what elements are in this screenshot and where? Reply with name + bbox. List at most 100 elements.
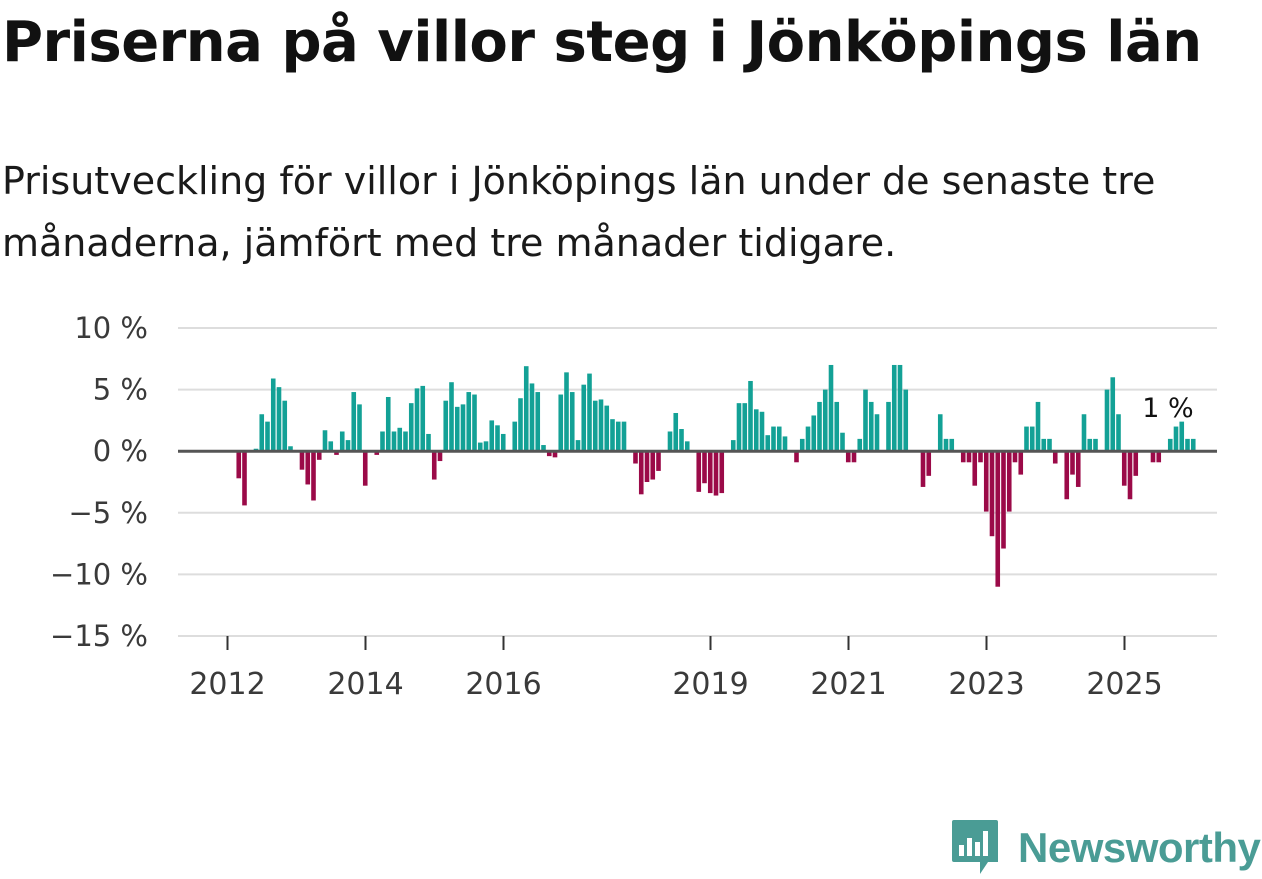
bar (242, 451, 247, 506)
y-axis: 10 % 5 % 0 % −5 % −10 % −15 % (50, 311, 148, 653)
bar (535, 392, 541, 452)
bar (1150, 451, 1156, 463)
bar (414, 388, 420, 452)
bar (937, 414, 943, 452)
bar (1156, 451, 1162, 463)
bar (426, 433, 431, 452)
bar (316, 451, 322, 460)
bar (868, 401, 874, 452)
x-tick-label: 2014 (327, 667, 403, 702)
bar (1185, 438, 1190, 452)
bar (587, 373, 592, 452)
bar (357, 404, 362, 452)
bar (345, 440, 351, 452)
bar (759, 411, 765, 452)
bar (972, 451, 978, 486)
bar (1081, 414, 1087, 452)
bar (702, 451, 707, 484)
bar (265, 421, 270, 452)
bar (897, 364, 903, 452)
bar (834, 401, 840, 452)
bar (615, 421, 621, 452)
bar (966, 451, 972, 463)
bar (656, 451, 661, 471)
bar (736, 403, 742, 452)
bar (926, 451, 932, 476)
bar (799, 438, 805, 452)
bar (673, 413, 679, 452)
bar (1087, 438, 1093, 452)
bar (581, 384, 587, 452)
bar (1173, 426, 1179, 452)
y-tick-label: 5 % (93, 373, 148, 407)
bar (857, 438, 863, 452)
bar (621, 421, 627, 452)
bar (466, 392, 472, 452)
bar (753, 409, 759, 452)
bar (374, 451, 380, 455)
bar (276, 387, 282, 452)
bar (1064, 451, 1070, 500)
bar (874, 414, 880, 452)
bar (334, 451, 339, 455)
bar (420, 385, 426, 452)
bar (713, 451, 719, 496)
bar (1029, 426, 1035, 452)
bar (380, 431, 385, 452)
bar (1167, 438, 1173, 452)
bar (817, 401, 822, 452)
bar (851, 451, 857, 463)
bar (1052, 451, 1058, 464)
bar (684, 441, 690, 452)
bar (437, 451, 443, 462)
bar (1001, 451, 1006, 549)
bar (863, 389, 868, 452)
bar (771, 426, 776, 452)
bar (558, 394, 564, 452)
bar (1075, 451, 1081, 487)
bar (1041, 438, 1047, 452)
bar (1133, 451, 1139, 476)
bar (707, 451, 713, 494)
bar (512, 421, 518, 452)
bar (891, 364, 897, 452)
bar (638, 451, 644, 495)
bar (811, 415, 817, 452)
bar (305, 451, 311, 485)
bar (650, 451, 656, 480)
y-tick-label: −5 % (68, 496, 148, 530)
bar (598, 399, 604, 452)
bar (633, 451, 638, 464)
bar (391, 431, 397, 452)
bar (822, 389, 828, 452)
bar (385, 396, 391, 452)
x-tick-label: 2016 (465, 667, 541, 702)
bar (236, 451, 242, 479)
bar (541, 445, 546, 452)
latest-value-label: 1 % (1142, 393, 1193, 424)
bar (845, 451, 851, 463)
y-tick-label: −10 % (50, 557, 148, 591)
bar (397, 427, 403, 452)
newsworthy-logo-icon (952, 820, 998, 874)
bar (886, 401, 891, 452)
bar (1110, 377, 1116, 452)
bar (495, 425, 500, 452)
y-tick-label: 10 % (74, 311, 148, 345)
bar (443, 400, 449, 452)
bar (644, 451, 650, 482)
x-tick-label: 2021 (810, 667, 886, 702)
bar (1018, 451, 1024, 475)
bar (1006, 451, 1012, 512)
bar (552, 451, 558, 458)
bar (1116, 414, 1121, 452)
bar (408, 403, 414, 452)
bar (362, 451, 368, 486)
bar (564, 372, 569, 452)
bar (1070, 451, 1075, 475)
bar (449, 382, 454, 452)
bar (840, 432, 845, 452)
x-axis: 2012 2014 2016 2019 2021 2023 2025 (189, 636, 1163, 702)
bar (989, 451, 995, 537)
